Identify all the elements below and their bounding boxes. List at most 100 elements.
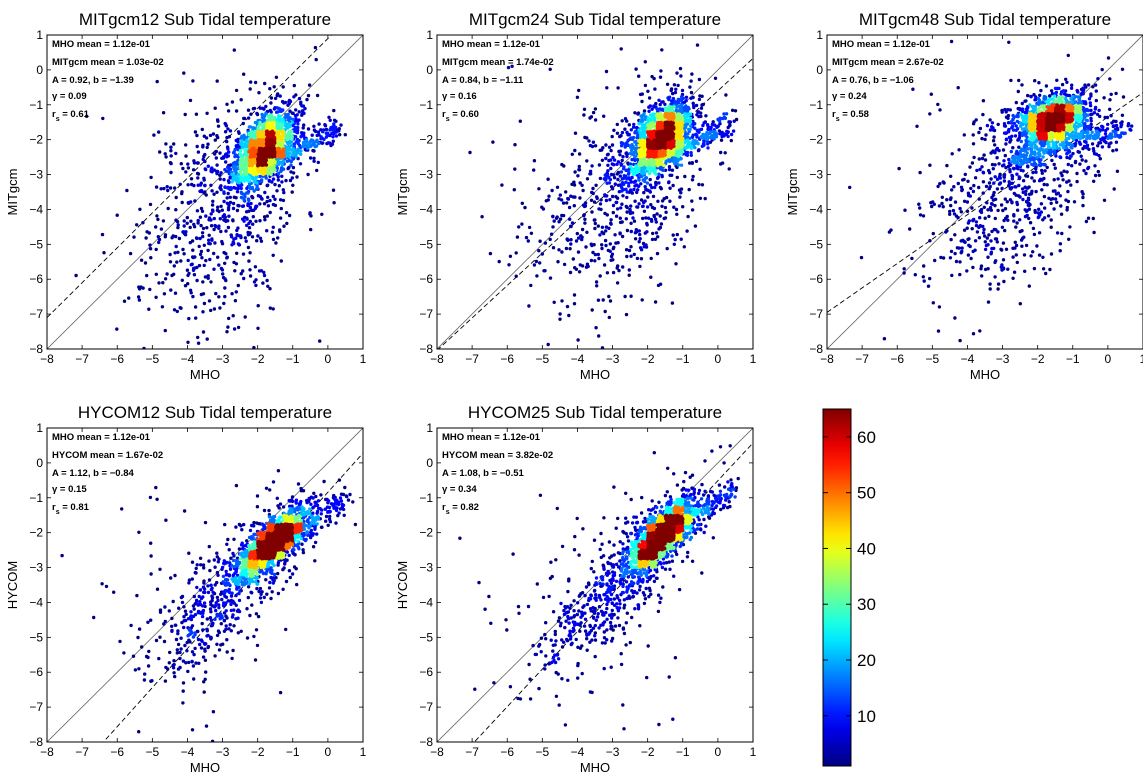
data-point xyxy=(1096,144,1100,148)
y-tick-label: −2 xyxy=(29,133,43,147)
data-point xyxy=(256,194,261,198)
data-point xyxy=(176,250,180,254)
data-point xyxy=(202,154,206,159)
data-point xyxy=(573,170,577,174)
data-point xyxy=(632,252,636,257)
x-tick-label: −2 xyxy=(251,352,265,366)
data-point xyxy=(148,247,153,251)
data-point xyxy=(212,307,217,311)
data-point xyxy=(633,131,637,135)
data-point xyxy=(169,161,173,166)
data-point xyxy=(646,142,650,146)
data-point xyxy=(314,57,318,62)
data-point xyxy=(672,115,676,119)
data-point xyxy=(699,106,704,110)
data-point xyxy=(663,139,667,143)
data-point xyxy=(549,232,554,236)
data-point xyxy=(928,112,932,116)
data-point xyxy=(702,121,706,125)
data-point xyxy=(265,229,269,233)
data-point xyxy=(1048,267,1052,272)
data-point xyxy=(182,71,186,75)
data-point xyxy=(620,202,624,206)
data-point xyxy=(708,140,713,144)
data-point xyxy=(983,158,988,162)
data-point xyxy=(567,205,572,210)
data-point xyxy=(207,238,211,242)
data-point xyxy=(636,157,640,162)
data-point xyxy=(584,265,589,269)
data-point xyxy=(619,162,623,166)
data-point xyxy=(527,304,531,308)
data-point xyxy=(676,83,680,88)
data-point xyxy=(661,124,665,129)
data-point xyxy=(285,151,290,155)
data-point xyxy=(702,139,706,143)
data-point xyxy=(191,168,196,172)
data-point xyxy=(234,262,239,266)
data-point xyxy=(327,115,331,120)
data-point xyxy=(306,172,310,177)
data-point xyxy=(670,168,675,172)
data-point xyxy=(225,256,229,260)
data-point xyxy=(226,206,231,210)
data-point xyxy=(679,152,683,156)
data-point xyxy=(645,188,649,192)
data-point xyxy=(268,306,272,310)
data-point xyxy=(608,198,612,202)
data-point xyxy=(629,169,634,174)
data-point xyxy=(631,125,636,129)
data-point xyxy=(291,152,295,157)
data-point xyxy=(588,169,593,173)
data-point xyxy=(996,122,1000,127)
data-point xyxy=(297,96,302,101)
data-point xyxy=(1089,92,1093,96)
data-point xyxy=(620,234,625,239)
data-point xyxy=(1012,214,1016,218)
data-point xyxy=(653,185,657,190)
data-point xyxy=(643,60,647,64)
data-point xyxy=(181,247,185,252)
data-point xyxy=(332,108,336,113)
data-point xyxy=(950,152,954,156)
data-point xyxy=(299,149,303,153)
data-point xyxy=(1081,203,1085,208)
data-point xyxy=(642,170,646,174)
data-point xyxy=(962,199,967,203)
data-point xyxy=(980,136,984,141)
data-point xyxy=(267,118,272,123)
data-point xyxy=(665,121,669,125)
data-point xyxy=(1031,226,1036,231)
data-point xyxy=(645,181,650,185)
data-point xyxy=(694,103,699,108)
data-point xyxy=(941,256,946,260)
data-point xyxy=(1059,212,1064,216)
data-point xyxy=(978,126,983,131)
data-point xyxy=(983,137,987,142)
data-point xyxy=(928,163,932,167)
data-point xyxy=(271,307,275,311)
data-point xyxy=(262,107,266,111)
data-point xyxy=(343,133,347,137)
data-point xyxy=(262,273,267,278)
data-point xyxy=(548,67,552,72)
data-point xyxy=(695,113,699,117)
data-point xyxy=(1018,218,1022,222)
data-point xyxy=(628,162,633,166)
data-point xyxy=(657,113,662,117)
data-point xyxy=(268,87,272,91)
data-point xyxy=(646,130,650,134)
data-point xyxy=(527,225,532,230)
data-point xyxy=(988,287,992,291)
data-point xyxy=(278,216,283,220)
data-point xyxy=(198,215,203,219)
data-point xyxy=(902,271,906,275)
data-point xyxy=(908,227,912,231)
data-point xyxy=(1038,93,1042,98)
data-point xyxy=(250,167,255,172)
data-point xyxy=(468,150,472,155)
data-point xyxy=(244,168,249,173)
data-point xyxy=(239,190,243,194)
data-point xyxy=(973,176,978,180)
data-point xyxy=(226,225,231,230)
